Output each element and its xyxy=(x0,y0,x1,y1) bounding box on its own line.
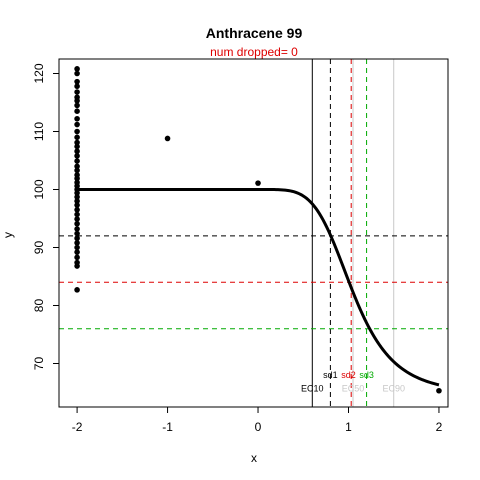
data-point-31 xyxy=(74,216,80,222)
data-point-26 xyxy=(74,194,80,200)
data-point-33 xyxy=(74,226,80,232)
x-tick-label-0: -2 xyxy=(72,420,83,434)
y-tick-label-1: 80 xyxy=(32,299,46,313)
data-point-35 xyxy=(74,235,80,242)
fit-curve xyxy=(77,188,440,387)
data-point-29 xyxy=(74,207,80,213)
data-point-28 xyxy=(74,202,80,208)
y-axis-label: y xyxy=(1,232,15,238)
x-tick-label-1: -1 xyxy=(162,420,173,434)
data-point-41 xyxy=(74,263,80,269)
data-point-7 xyxy=(74,102,80,109)
annotation-3: EC10 xyxy=(301,383,324,393)
data-point-15 xyxy=(74,148,80,155)
data-point-38 xyxy=(74,249,80,255)
annotation-4: EC50 xyxy=(342,383,365,393)
chart-subtitle: num dropped= 0 xyxy=(210,45,298,59)
data-point-30 xyxy=(74,211,80,218)
data-point-32 xyxy=(74,220,80,227)
data-point-14 xyxy=(74,143,80,150)
x-axis-label: x xyxy=(251,451,257,465)
annotation-2: sd3 xyxy=(359,370,374,380)
data-point-34 xyxy=(74,230,80,237)
data-point-3 xyxy=(74,83,80,90)
data-point-36 xyxy=(74,240,80,246)
data-point-0 xyxy=(74,66,80,72)
data-point-8 xyxy=(74,108,80,114)
x-tick-label-2: 0 xyxy=(255,420,262,434)
data-point-39 xyxy=(74,254,80,261)
plot-area: sd1 sd2 sd3 EC10 EC50 EC90 -2 -1 0 1 2 70 80 90 100 110… xyxy=(32,58,449,434)
data-point-44 xyxy=(255,180,261,186)
chart-title: Anthracene 99 xyxy=(206,25,303,41)
data-point-42 xyxy=(74,287,80,293)
data-point-12 xyxy=(74,134,80,141)
data-point-45 xyxy=(436,387,442,394)
x-tick-label-4: 2 xyxy=(436,420,443,434)
x-tick-label-3: 1 xyxy=(345,420,352,434)
data-point-10 xyxy=(74,121,80,128)
data-point-37 xyxy=(74,244,80,251)
y-tick-label-5: 120 xyxy=(32,63,46,83)
data-point-16 xyxy=(74,153,80,159)
data-point-21 xyxy=(74,175,80,182)
data-point-1 xyxy=(74,70,80,77)
data-point-9 xyxy=(74,115,80,122)
y-tick-label-0: 70 xyxy=(32,357,46,371)
data-point-13 xyxy=(74,139,80,146)
annotation-1: sd2 xyxy=(341,370,356,380)
data-point-4 xyxy=(74,89,80,95)
y-tick-label-2: 90 xyxy=(32,241,46,255)
data-point-2 xyxy=(74,78,80,85)
data-point-17 xyxy=(74,158,80,164)
y-tick-label-3: 100 xyxy=(32,179,46,199)
data-point-25 xyxy=(74,190,80,196)
annotation-0: sd1 xyxy=(323,370,338,380)
data-point-27 xyxy=(74,198,80,204)
data-point-18 xyxy=(74,163,80,170)
data-point-19 xyxy=(74,167,80,174)
annotation-5: EC90 xyxy=(382,383,405,393)
data-point-6 xyxy=(74,97,80,104)
data-point-11 xyxy=(74,128,80,135)
plot-frame xyxy=(58,58,449,408)
y-tick-label-4: 110 xyxy=(32,122,46,141)
data-point-43 xyxy=(164,135,171,142)
